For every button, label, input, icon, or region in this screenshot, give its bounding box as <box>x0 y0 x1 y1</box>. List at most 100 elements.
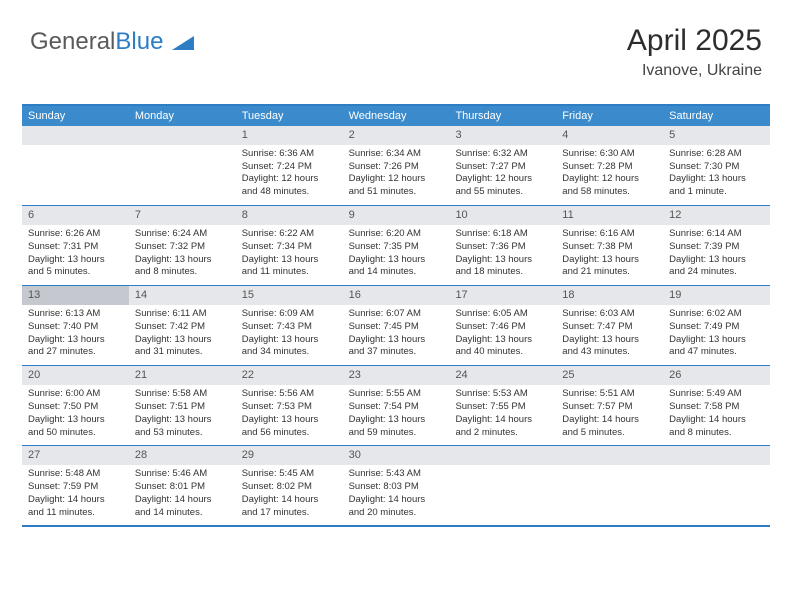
day-number: 27 <box>22 446 129 465</box>
sunset-text: Sunset: 8:02 PM <box>242 481 337 494</box>
daylight-text: Daylight: 14 hours and 2 minutes. <box>455 414 550 440</box>
location: Ivanove, Ukraine <box>627 62 762 80</box>
sunset-text: Sunset: 7:58 PM <box>669 401 764 414</box>
day-number: 16 <box>343 286 450 305</box>
daylight-text: Daylight: 13 hours and 59 minutes. <box>349 414 444 440</box>
day-number: 22 <box>236 366 343 385</box>
sunset-text: Sunset: 7:51 PM <box>135 401 230 414</box>
day-number-empty <box>556 446 663 465</box>
sunrise-text: Sunrise: 6:03 AM <box>562 308 657 321</box>
day-cell: 21Sunrise: 5:58 AMSunset: 7:51 PMDayligh… <box>129 366 236 445</box>
day-body: Sunrise: 6:32 AMSunset: 7:27 PMDaylight:… <box>449 145 556 205</box>
sunrise-text: Sunrise: 5:58 AM <box>135 388 230 401</box>
day-cell: 23Sunrise: 5:55 AMSunset: 7:54 PMDayligh… <box>343 366 450 445</box>
sunset-text: Sunset: 7:59 PM <box>28 481 123 494</box>
day-cell: 19Sunrise: 6:02 AMSunset: 7:49 PMDayligh… <box>663 286 770 365</box>
sunrise-text: Sunrise: 6:05 AM <box>455 308 550 321</box>
day-number-empty <box>449 446 556 465</box>
sunset-text: Sunset: 7:40 PM <box>28 321 123 334</box>
daylight-text: Daylight: 12 hours and 55 minutes. <box>455 173 550 199</box>
day-cell <box>22 126 129 205</box>
day-header: Sunday <box>22 106 129 126</box>
daylight-text: Daylight: 13 hours and 5 minutes. <box>28 254 123 280</box>
sunset-text: Sunset: 7:26 PM <box>349 161 444 174</box>
sunrise-text: Sunrise: 6:36 AM <box>242 148 337 161</box>
day-number: 12 <box>663 206 770 225</box>
day-body: Sunrise: 6:16 AMSunset: 7:38 PMDaylight:… <box>556 225 663 285</box>
day-body: Sunrise: 5:53 AMSunset: 7:55 PMDaylight:… <box>449 385 556 445</box>
week-row: 27Sunrise: 5:48 AMSunset: 7:59 PMDayligh… <box>22 446 770 525</box>
sunset-text: Sunset: 7:54 PM <box>349 401 444 414</box>
sunset-text: Sunset: 7:27 PM <box>455 161 550 174</box>
day-number: 24 <box>449 366 556 385</box>
logo-part2: Blue <box>115 28 163 55</box>
day-number: 14 <box>129 286 236 305</box>
sunset-text: Sunset: 7:50 PM <box>28 401 123 414</box>
day-number: 17 <box>449 286 556 305</box>
day-header: Friday <box>556 106 663 126</box>
day-cell: 13Sunrise: 6:13 AMSunset: 7:40 PMDayligh… <box>22 286 129 365</box>
day-body: Sunrise: 6:03 AMSunset: 7:47 PMDaylight:… <box>556 305 663 365</box>
day-cell: 9Sunrise: 6:20 AMSunset: 7:35 PMDaylight… <box>343 206 450 285</box>
daylight-text: Daylight: 13 hours and 53 minutes. <box>135 414 230 440</box>
daylight-text: Daylight: 12 hours and 51 minutes. <box>349 173 444 199</box>
day-body: Sunrise: 6:02 AMSunset: 7:49 PMDaylight:… <box>663 305 770 365</box>
sunrise-text: Sunrise: 6:24 AM <box>135 228 230 241</box>
sunset-text: Sunset: 7:34 PM <box>242 241 337 254</box>
day-cell: 16Sunrise: 6:07 AMSunset: 7:45 PMDayligh… <box>343 286 450 365</box>
week-row: 13Sunrise: 6:13 AMSunset: 7:40 PMDayligh… <box>22 286 770 366</box>
day-cell: 6Sunrise: 6:26 AMSunset: 7:31 PMDaylight… <box>22 206 129 285</box>
title-block: April 2025 Ivanove, Ukraine <box>627 24 762 80</box>
day-cell: 22Sunrise: 5:56 AMSunset: 7:53 PMDayligh… <box>236 366 343 445</box>
daylight-text: Daylight: 13 hours and 47 minutes. <box>669 334 764 360</box>
day-header: Monday <box>129 106 236 126</box>
sunset-text: Sunset: 8:03 PM <box>349 481 444 494</box>
sunrise-text: Sunrise: 6:02 AM <box>669 308 764 321</box>
day-number: 2 <box>343 126 450 145</box>
day-header: Saturday <box>663 106 770 126</box>
sunset-text: Sunset: 7:49 PM <box>669 321 764 334</box>
sunset-text: Sunset: 7:32 PM <box>135 241 230 254</box>
day-body: Sunrise: 6:05 AMSunset: 7:46 PMDaylight:… <box>449 305 556 365</box>
sunrise-text: Sunrise: 5:46 AM <box>135 468 230 481</box>
sunrise-text: Sunrise: 6:11 AM <box>135 308 230 321</box>
daylight-text: Daylight: 13 hours and 37 minutes. <box>349 334 444 360</box>
daylight-text: Daylight: 13 hours and 21 minutes. <box>562 254 657 280</box>
day-body: Sunrise: 5:58 AMSunset: 7:51 PMDaylight:… <box>129 385 236 445</box>
day-body: Sunrise: 6:34 AMSunset: 7:26 PMDaylight:… <box>343 145 450 205</box>
sunset-text: Sunset: 7:55 PM <box>455 401 550 414</box>
day-cell: 3Sunrise: 6:32 AMSunset: 7:27 PMDaylight… <box>449 126 556 205</box>
sunset-text: Sunset: 8:01 PM <box>135 481 230 494</box>
daylight-text: Daylight: 13 hours and 56 minutes. <box>242 414 337 440</box>
sunset-text: Sunset: 7:38 PM <box>562 241 657 254</box>
sunrise-text: Sunrise: 6:22 AM <box>242 228 337 241</box>
day-number: 3 <box>449 126 556 145</box>
day-body: Sunrise: 5:45 AMSunset: 8:02 PMDaylight:… <box>236 465 343 525</box>
daylight-text: Daylight: 13 hours and 50 minutes. <box>28 414 123 440</box>
daylight-text: Daylight: 13 hours and 18 minutes. <box>455 254 550 280</box>
day-cell <box>556 446 663 525</box>
sunrise-text: Sunrise: 6:20 AM <box>349 228 444 241</box>
day-number: 1 <box>236 126 343 145</box>
sunset-text: Sunset: 7:31 PM <box>28 241 123 254</box>
daylight-text: Daylight: 13 hours and 14 minutes. <box>349 254 444 280</box>
day-body: Sunrise: 6:22 AMSunset: 7:34 PMDaylight:… <box>236 225 343 285</box>
day-body: Sunrise: 6:13 AMSunset: 7:40 PMDaylight:… <box>22 305 129 365</box>
day-cell: 24Sunrise: 5:53 AMSunset: 7:55 PMDayligh… <box>449 366 556 445</box>
daylight-text: Daylight: 14 hours and 8 minutes. <box>669 414 764 440</box>
sunrise-text: Sunrise: 5:45 AM <box>242 468 337 481</box>
day-cell: 20Sunrise: 6:00 AMSunset: 7:50 PMDayligh… <box>22 366 129 445</box>
day-cell: 26Sunrise: 5:49 AMSunset: 7:58 PMDayligh… <box>663 366 770 445</box>
day-header: Tuesday <box>236 106 343 126</box>
day-number-empty <box>22 126 129 145</box>
sunset-text: Sunset: 7:30 PM <box>669 161 764 174</box>
day-number: 7 <box>129 206 236 225</box>
calendar: SundayMondayTuesdayWednesdayThursdayFrid… <box>22 104 770 527</box>
day-number: 21 <box>129 366 236 385</box>
day-number-empty <box>663 446 770 465</box>
day-number: 6 <box>22 206 129 225</box>
sunset-text: Sunset: 7:36 PM <box>455 241 550 254</box>
day-cell: 10Sunrise: 6:18 AMSunset: 7:36 PMDayligh… <box>449 206 556 285</box>
week-row: 20Sunrise: 6:00 AMSunset: 7:50 PMDayligh… <box>22 366 770 446</box>
day-body: Sunrise: 6:09 AMSunset: 7:43 PMDaylight:… <box>236 305 343 365</box>
